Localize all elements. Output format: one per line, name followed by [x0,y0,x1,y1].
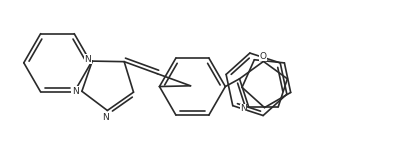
Text: O: O [260,52,267,61]
Text: N: N [240,104,247,113]
Text: N: N [72,87,79,96]
Text: N: N [102,113,109,122]
Text: N: N [85,55,91,64]
